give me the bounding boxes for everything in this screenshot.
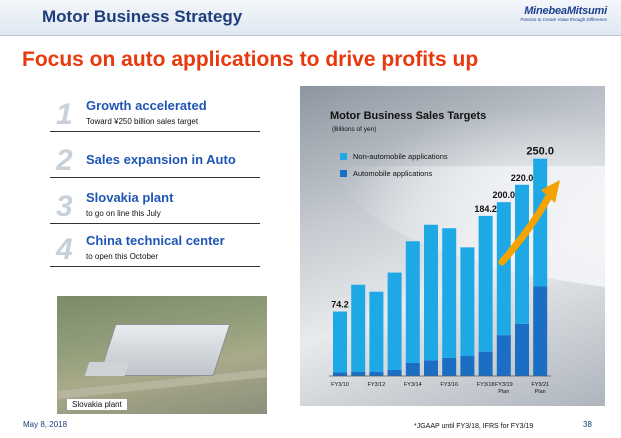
tick-label-0-0: FY3/10 [331,382,349,388]
logo-tagline: Passion to Create Value through Differen… [520,17,607,22]
footer-footnote: *JGAAP until FY3/18, IFRS for FY3/19 [414,423,534,430]
chart-unit: (Billions of yen) [332,126,377,133]
bar-non-auto-10 [515,184,529,324]
page-number: 38 [583,420,592,429]
bar-auto-1 [351,371,366,376]
bar-auto-0 [333,372,347,376]
tick-label-1-0: FY3/12 [368,382,386,388]
bar-auto-3 [387,369,402,376]
left-background [0,86,300,286]
bar-non-auto-7 [460,247,475,357]
tick-label-5-0: FY3/19 [495,382,513,388]
header-bar: Motor Business Strategy MinebeaMitsumi P… [0,0,621,36]
legend-non-auto: Non-automobile applications [340,152,448,161]
tick-label-3-0: FY3/16 [440,382,458,388]
bar-non-auto-5 [424,224,438,361]
data-label-3: 220.0 [511,173,534,183]
legend-label-auto: Automobile applications [353,169,433,178]
slide-headline: Focus on auto applications to drive prof… [22,48,479,71]
bar-non-auto-2 [369,291,384,372]
item-title: China technical center [86,233,225,248]
data-label-4: 250.0 [526,146,554,158]
item-number: 4 [56,233,73,266]
item-title: Sales expansion in Auto [86,152,236,167]
strategy-item-2: 2 Sales expansion in Auto [50,144,260,178]
bar-non-auto-4 [405,241,420,363]
bar-auto-2 [369,371,384,376]
data-label-1: 184.2 [474,204,497,214]
bar-non-auto-8 [478,215,493,352]
growth-arrow [498,194,552,266]
bar-auto-8 [478,351,493,376]
item-number: 2 [56,144,73,177]
item-subtitle: to go on line this July [86,209,161,218]
bar-auto-5 [424,360,438,376]
item-subtitle: to open this October [86,252,159,261]
page-title: Motor Business Strategy [42,7,243,26]
slovakia-plant-photo: Slovakia plant [57,296,267,414]
bar-non-auto-9 [496,202,511,336]
tick-label-5-1: Plan [498,389,509,395]
strategy-item-3: 3 Slovakia plant to go on line this July [50,190,260,224]
data-label-0: 74.2 [331,300,349,310]
bar-non-auto-1 [351,284,366,372]
bar-non-auto-0 [333,311,347,373]
legend-label-non-auto: Non-automobile applications [353,152,448,161]
footer-date: May 8, 2018 [23,420,68,429]
legend-swatch-auto [340,170,347,177]
item-subtitle: Toward ¥250 billion sales target [86,117,199,126]
tick-label-6-1: Plan [535,389,546,395]
bar-non-auto-6 [442,228,457,358]
bar-auto-7 [460,356,475,376]
item-title: Slovakia plant [86,190,174,205]
strategy-item-1: 1 Growth accelerated Toward ¥250 billion… [50,98,260,132]
bar-auto-6 [442,357,457,376]
legend-auto: Automobile applications [340,169,432,178]
company-logo: MinebeaMitsumi Passion to Create Value t… [520,5,607,22]
item-number: 1 [56,98,73,131]
item-title: Growth accelerated [86,98,207,113]
tick-label-4-0: FY3/18 [477,382,495,388]
bar-non-auto-3 [387,272,402,370]
chart-title: Motor Business Sales Targets [330,110,487,122]
bar-auto-9 [496,335,511,376]
legend-swatch-non-auto [340,153,347,160]
bar-auto-4 [405,362,420,376]
item-number: 3 [56,190,73,223]
photo-caption: Slovakia plant [67,399,127,410]
bar-auto-11 [533,286,548,376]
bar-auto-10 [515,323,529,376]
data-label-2: 200.0 [493,190,516,200]
strategy-item-4: 4 China technical center to open this Oc… [50,233,260,267]
tick-label-6-0: FY3/21 [531,382,549,388]
tick-label-2-0: FY3/14 [404,382,422,388]
growth-arrow-head [541,180,560,203]
logo-name: MinebeaMitsumi [524,5,607,17]
